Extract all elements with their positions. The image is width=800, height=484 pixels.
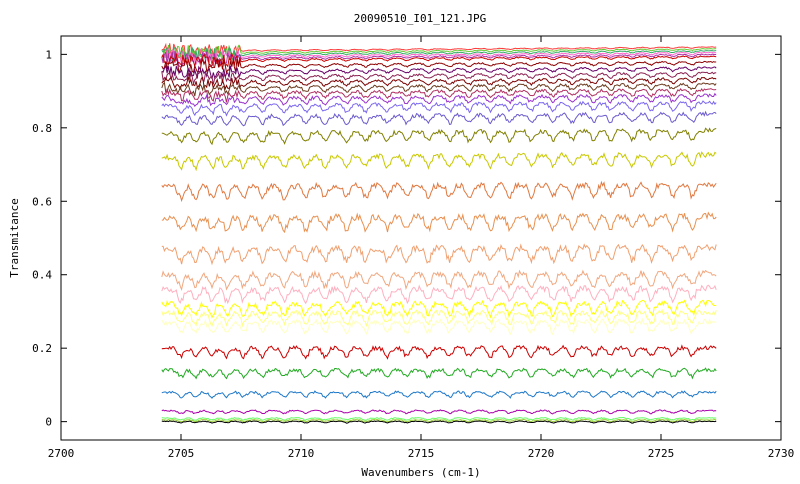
series-line xyxy=(161,418,717,423)
series-line xyxy=(161,76,717,91)
series-line xyxy=(161,409,717,415)
series-line xyxy=(161,344,717,360)
y-tick-label: 0.6 xyxy=(32,195,52,208)
series-line xyxy=(161,284,717,305)
x-tick-label: 2705 xyxy=(168,447,195,460)
series-line xyxy=(161,81,717,97)
series-layer xyxy=(161,42,717,424)
series-line xyxy=(161,88,717,103)
y-tick-label: 0.8 xyxy=(32,122,52,135)
x-tick-label: 2720 xyxy=(528,447,555,460)
series-line xyxy=(161,64,717,80)
y-tick-label: 0.4 xyxy=(32,269,52,282)
x-tick-label: 2730 xyxy=(768,447,795,460)
series-line xyxy=(161,50,717,68)
series-line xyxy=(161,299,717,319)
series-line xyxy=(161,57,717,75)
y-tick-label: 1 xyxy=(45,48,52,61)
series-line xyxy=(161,416,717,421)
series-line xyxy=(161,420,717,424)
series-line xyxy=(161,127,717,146)
series-line xyxy=(161,269,717,292)
x-tick-label: 2725 xyxy=(648,447,675,460)
y-tick-label: 0 xyxy=(45,416,52,429)
series-line xyxy=(161,180,717,203)
series-line xyxy=(161,317,717,336)
series-line xyxy=(161,390,717,399)
series-line xyxy=(161,42,717,60)
y-axis-label: Transmitance xyxy=(8,198,21,277)
axis-ticks: 2700 2705 2710 2715 2720 2725 2730 0 0.2 0.4 0.6 0.… xyxy=(32,36,794,460)
series-line xyxy=(161,211,717,234)
series-line xyxy=(161,367,717,380)
series-line xyxy=(161,48,717,66)
chart-title: 20090510_I01_121.JPG xyxy=(354,12,486,25)
series-line xyxy=(161,110,717,127)
y-tick-label: 0.2 xyxy=(32,342,52,355)
series-line xyxy=(161,44,717,61)
series-line xyxy=(161,52,717,68)
x-tick-label: 2710 xyxy=(288,447,315,460)
series-line xyxy=(161,92,717,108)
series-line xyxy=(161,100,717,117)
x-tick-label: 2700 xyxy=(48,447,75,460)
series-line xyxy=(161,151,717,172)
series-line xyxy=(161,308,717,328)
x-tick-label: 2715 xyxy=(408,447,435,460)
x-axis-label: Wavenumbers (cm-1) xyxy=(361,466,480,479)
series-line xyxy=(161,243,717,266)
series-line xyxy=(161,45,717,64)
series-line xyxy=(161,70,717,86)
